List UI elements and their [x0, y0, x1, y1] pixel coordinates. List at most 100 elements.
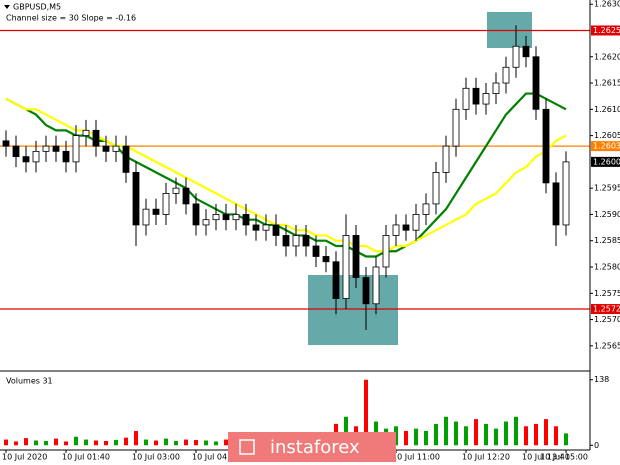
y-tick-label: 1.2595: [594, 184, 620, 193]
candle-body: [352, 235, 360, 278]
volume-bar: [154, 440, 158, 446]
y-tick-label: 1.2570: [594, 315, 620, 324]
volume-bar: [344, 416, 348, 446]
candle-body: [52, 145, 60, 152]
candle-body: [442, 145, 450, 173]
watermark-icon: [239, 439, 255, 455]
candle-body: [122, 145, 130, 173]
watermark: instaforex: [270, 437, 360, 458]
volume-bar: [204, 440, 208, 446]
x-tick-label: 10 Jul 12:20: [462, 453, 510, 462]
volume-bar: [434, 423, 438, 446]
candle-body: [412, 214, 420, 231]
current-price-box: [591, 156, 620, 167]
volume-bar: [84, 439, 88, 446]
volume-bar: [114, 440, 118, 446]
candle-body: [72, 135, 80, 163]
y-tick-label: 1.2565: [594, 341, 620, 350]
candle-body: [452, 108, 460, 147]
volume-bar: [424, 431, 428, 446]
candle-body: [502, 66, 510, 84]
level-label: 1.2625: [593, 26, 620, 35]
y-tick-label: 1.2605: [594, 131, 620, 140]
candle-body: [292, 235, 300, 247]
candle-body: [512, 45, 520, 68]
candle-body: [232, 214, 240, 221]
x-tick-label: 10 Jul 2020: [2, 453, 47, 462]
level-label-box: [591, 141, 620, 152]
y-tick-label: 1.2575: [594, 289, 620, 298]
level-label: 1.2572: [593, 305, 620, 314]
volume-bar: [544, 419, 548, 446]
x-tick-label: 10 Jul 13:40: [522, 453, 570, 462]
volume-bar: [444, 416, 448, 446]
volume-bar: [54, 438, 58, 446]
volume-bar: [534, 423, 538, 446]
volume-bar: [134, 431, 138, 446]
candle-body: [102, 145, 110, 152]
x-tick-label: 10 Jul 11:00: [392, 453, 440, 462]
volume-bar: [174, 440, 178, 446]
candle-body: [342, 235, 350, 299]
candle-body: [22, 156, 30, 163]
current-price-label: 1.2600: [593, 157, 620, 166]
volume-bar: [364, 379, 368, 446]
candle-body: [462, 87, 470, 110]
candle-body: [152, 208, 160, 215]
y-tick-label: 1.2585: [594, 236, 620, 245]
candle-body: [132, 171, 140, 226]
volume-bar: [494, 428, 498, 446]
volume-bar: [564, 433, 568, 446]
candle-body: [322, 256, 330, 263]
candle-body: [542, 108, 550, 184]
candle-body: [382, 235, 390, 268]
volume-bar: [484, 423, 488, 446]
volume-bar: [24, 438, 28, 446]
volume-bar: [34, 440, 38, 446]
volume-bar: [514, 416, 518, 446]
volume-bar: [124, 437, 128, 446]
candle-body: [372, 266, 380, 305]
candle-body: [212, 214, 220, 221]
candle-body: [222, 214, 230, 221]
candle-body: [62, 150, 70, 163]
x-tick-label: 10 Jul 01:40: [62, 453, 110, 462]
volume-bar: [14, 441, 18, 446]
marks: [0, 25, 590, 446]
volume-bar: [554, 426, 558, 446]
volume-bar: [224, 439, 228, 446]
candle-body: [92, 129, 100, 147]
level-label: 1.2603: [593, 142, 620, 151]
y-tick-label: 1.2615: [594, 79, 620, 88]
candle-body: [392, 224, 400, 236]
candle-body: [562, 161, 570, 226]
candle-body: [262, 224, 270, 231]
y-tick-label: 1.2580: [594, 262, 620, 271]
candle-body: [282, 235, 290, 247]
volume-bar: [104, 440, 108, 446]
volume-bar: [74, 436, 78, 446]
highlight-box: [308, 275, 398, 345]
candle-body: [492, 82, 500, 94]
candle-body: [432, 171, 440, 205]
volume-bar: [164, 438, 168, 446]
candle-body: [532, 56, 540, 110]
candle-body: [252, 224, 260, 231]
y-tick-label: 1.2630: [594, 0, 620, 9]
volume-bar: [4, 439, 8, 446]
volume-bar: [414, 428, 418, 446]
chart-subtitle: Channel size = 30 Slope = -0.16: [6, 14, 136, 23]
volume-bar: [524, 426, 528, 446]
volume-bar: [454, 421, 458, 446]
candle-body: [272, 224, 280, 236]
candle-body: [422, 203, 430, 215]
volume-bar: [94, 440, 98, 446]
candle-body: [192, 203, 200, 226]
candle-body: [482, 93, 490, 105]
volume-bar: [474, 419, 478, 446]
candle-body: [312, 245, 320, 257]
volume-bar: [194, 440, 198, 446]
candle-body: [112, 145, 120, 152]
